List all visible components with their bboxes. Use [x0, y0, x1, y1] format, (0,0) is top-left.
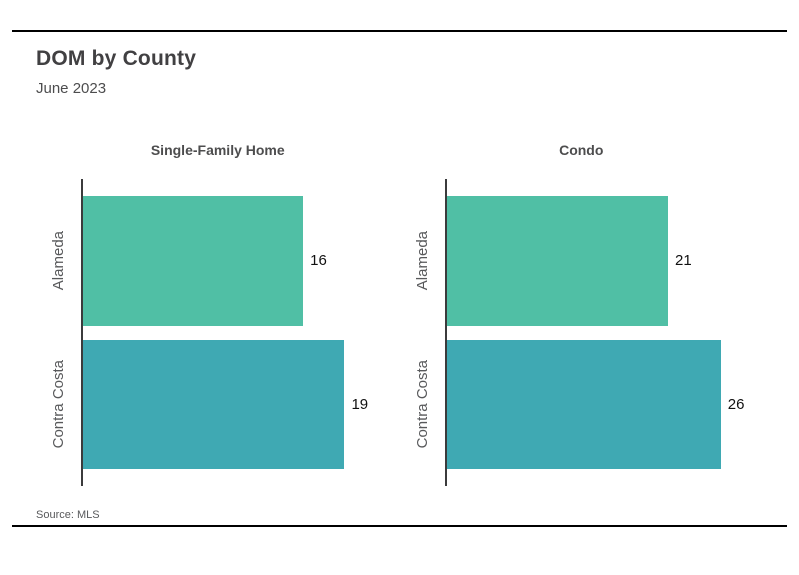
panel-title-condo: Condo [559, 142, 604, 158]
bar-alameda-sfh [83, 196, 304, 326]
bars-area: 16 19 [83, 179, 400, 486]
y-label-cell: Contra Costa [400, 340, 445, 470]
panel-title-single-family: Single-Family Home [150, 142, 285, 158]
bar-value-label: 26 [727, 395, 745, 413]
bars-area: 21 26 [446, 179, 764, 486]
source-note: Source: MLS [36, 509, 100, 521]
bar-row-alameda: 21 [446, 196, 764, 326]
bar-contra-costa-sfh [83, 339, 345, 469]
y-axis-labels: Alameda Contra Costa [36, 179, 81, 486]
y-axis-labels: Alameda Contra Costa [400, 179, 445, 486]
bar-value-label: 16 [310, 252, 327, 270]
charts-row: Single-Family Home Alameda Contra Costa … [36, 142, 763, 486]
bar-row-contra-costa: 26 [446, 339, 764, 469]
y-label-cell: Alameda [36, 196, 81, 326]
bar-contra-costa-condo [446, 339, 721, 469]
y-axis-line [81, 179, 83, 486]
bar-value-label: 21 [675, 252, 692, 270]
y-label-cell: Alameda [400, 196, 445, 326]
top-rule [12, 30, 787, 32]
bar-row-contra-costa: 19 [83, 339, 400, 469]
y-label-cell: Contra Costa [36, 340, 81, 470]
panel-condo: Condo Alameda Contra Costa 21 26 [400, 142, 764, 486]
y-axis-line [444, 179, 447, 486]
panel-single-family: Single-Family Home Alameda Contra Costa … [36, 142, 400, 486]
chart-header: DOM by County June 2023 [36, 47, 763, 97]
category-label-alameda: Alameda [413, 231, 431, 291]
plot-single-family: Alameda Contra Costa 16 19 [36, 179, 400, 486]
bar-row-alameda: 16 [83, 196, 400, 326]
page-title: DOM by County [36, 47, 197, 70]
plot-condo: Alameda Contra Costa 21 26 [400, 179, 764, 486]
bar-value-label: 19 [351, 395, 369, 413]
category-label-contra-costa: Contra Costa [413, 360, 431, 449]
page-subtitle: June 2023 [36, 80, 107, 97]
category-label-contra-costa: Contra Costa [50, 360, 67, 449]
bottom-rule [12, 525, 787, 527]
category-label-alameda: Alameda [50, 231, 67, 291]
bar-alameda-condo [446, 196, 669, 326]
